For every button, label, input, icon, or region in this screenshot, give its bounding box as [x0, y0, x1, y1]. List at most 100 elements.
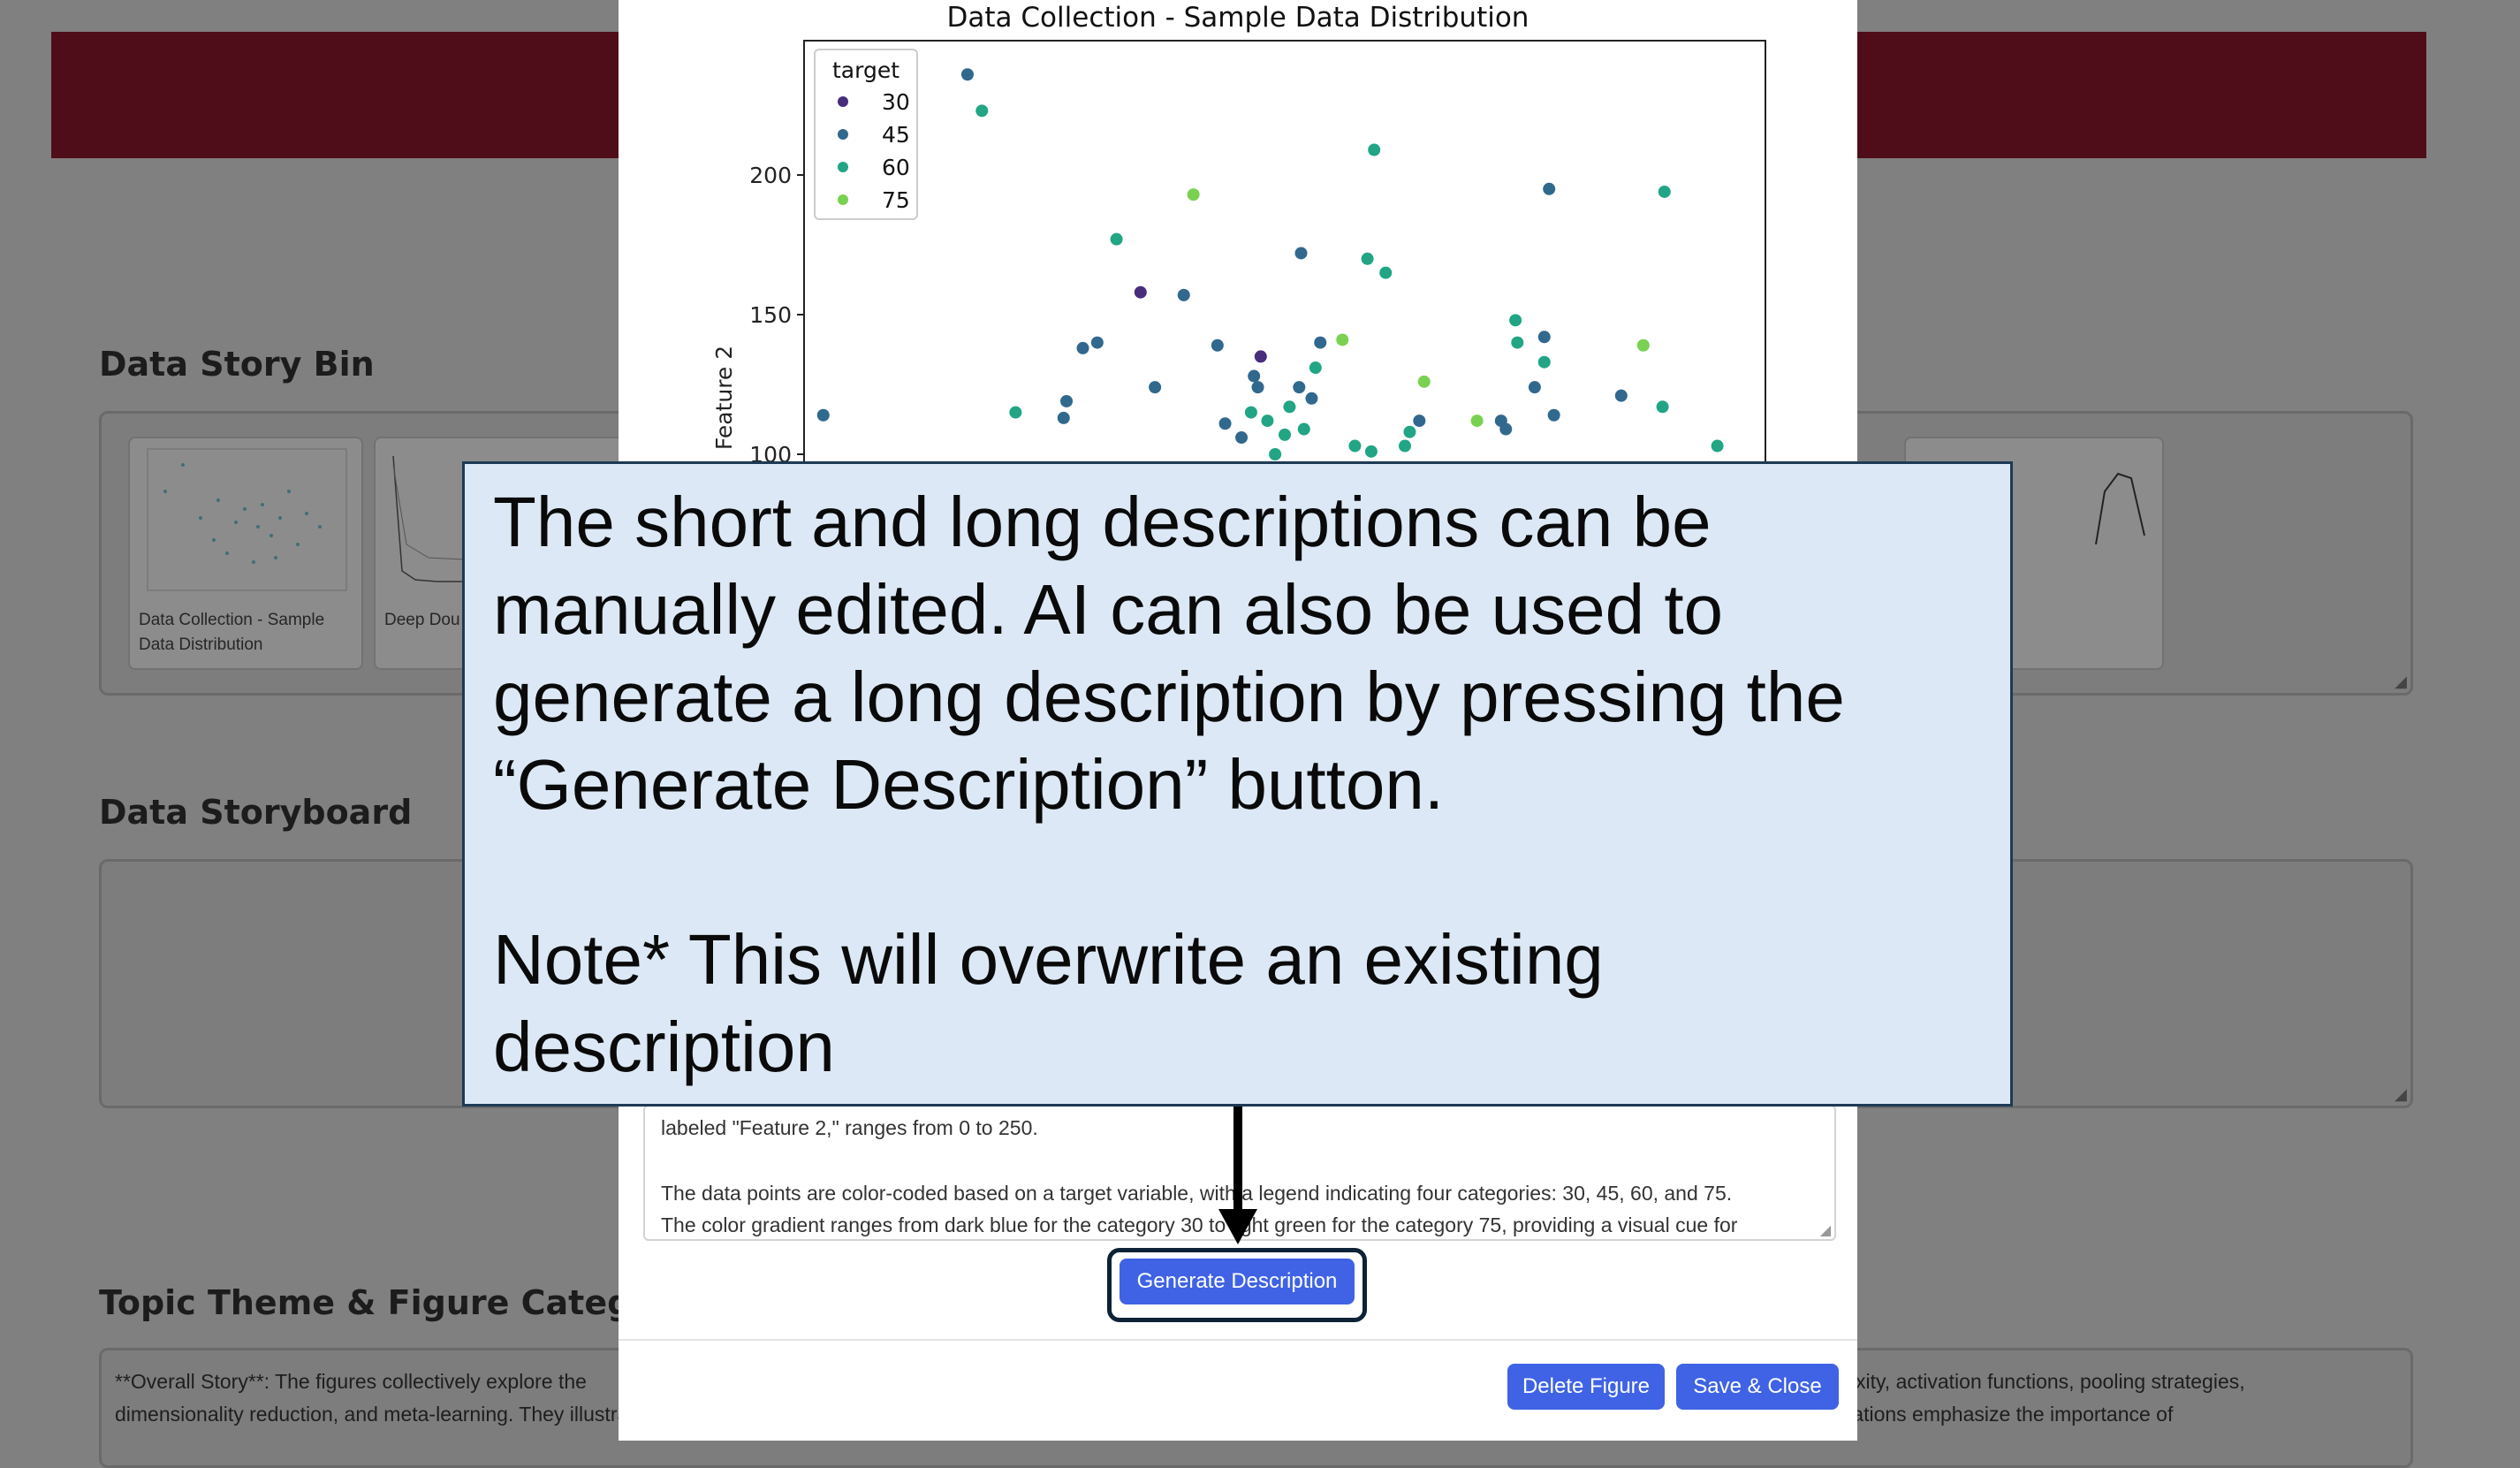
- data-point: [1658, 185, 1671, 198]
- callout-line: The short and long descriptions can be: [493, 483, 1712, 561]
- legend-label: 60: [882, 155, 910, 180]
- overall-story-text: **Overall Story**: The figures collectiv…: [115, 1370, 587, 1393]
- data-point: [1251, 381, 1264, 394]
- data-point: [1403, 425, 1416, 438]
- data-point: [1711, 439, 1724, 453]
- data-point: [1269, 448, 1282, 460]
- data-point: [1279, 428, 1291, 441]
- data-point: [1297, 422, 1310, 436]
- data-point: [1134, 285, 1147, 299]
- data-point: [1057, 411, 1070, 424]
- callout-line: generate a long description by pressing …: [493, 658, 1845, 736]
- legend-marker: [838, 96, 848, 107]
- generate-description-button[interactable]: Generate Description: [1120, 1259, 1355, 1304]
- data-point: [1614, 389, 1628, 402]
- legend-box: [814, 49, 918, 220]
- save-close-button[interactable]: Save & Close: [1676, 1364, 1839, 1410]
- data-point: [1413, 415, 1426, 428]
- data-point: [1364, 445, 1378, 458]
- data-point: [1656, 400, 1669, 414]
- y-tick-label: 150: [749, 302, 792, 328]
- line-plot-thumbnail-image: [2095, 472, 2145, 545]
- data-point: [1211, 338, 1224, 352]
- data-point: [1254, 350, 1267, 363]
- scatter-thumbnail-image: [147, 448, 347, 591]
- data-point: [1499, 422, 1513, 436]
- resize-handle-icon[interactable]: ◢: [2395, 1085, 2407, 1103]
- data-point: [1293, 381, 1306, 394]
- data-point: [816, 408, 830, 422]
- legend-label: 75: [882, 187, 910, 213]
- modal-footer-divider: [619, 1339, 1857, 1341]
- description-line: labeled "Feature 2," ranges from 0 to 25…: [661, 1116, 1038, 1139]
- resize-handle-icon[interactable]: ◢: [1819, 1223, 1831, 1238]
- data-point: [1379, 266, 1393, 279]
- data-point: [1076, 341, 1089, 354]
- data-storyboard-title: Data Storyboard: [99, 793, 413, 832]
- callout-spacer: [493, 828, 1986, 916]
- data-point: [1244, 406, 1257, 419]
- data-point: [1336, 333, 1349, 346]
- data-point: [1361, 252, 1374, 265]
- data-point: [1248, 369, 1261, 383]
- delete-figure-button[interactable]: Delete Figure: [1507, 1364, 1665, 1410]
- data-point: [1537, 355, 1551, 369]
- data-point: [1314, 336, 1327, 349]
- thumbnail-caption: Deep Dou: [384, 611, 460, 629]
- data-point: [1309, 361, 1322, 375]
- data-point: [1543, 182, 1556, 195]
- data-point: [975, 104, 989, 118]
- data-point: [1368, 143, 1381, 156]
- data-point: [1537, 331, 1551, 344]
- description-line: The color gradient ranges from dark blue…: [661, 1213, 1738, 1236]
- legend-marker: [838, 194, 848, 205]
- data-point: [1009, 406, 1022, 419]
- data-point: [1547, 408, 1560, 422]
- callout-arrow-shaft: [1233, 1107, 1242, 1213]
- y-axis-label: Feature 2: [711, 346, 737, 450]
- data-point: [960, 68, 974, 81]
- legend-marker: [838, 162, 848, 172]
- data-point: [1511, 336, 1524, 349]
- y-tick-label: 200: [749, 163, 792, 188]
- data-point: [1305, 392, 1318, 405]
- callout-line: description: [493, 1008, 835, 1086]
- data-point: [1348, 439, 1362, 453]
- bin-figure-thumbnail[interactable]: Data Collection - Sample Data Distributi…: [128, 437, 363, 670]
- data-point: [1149, 381, 1162, 394]
- data-point: [1218, 417, 1232, 430]
- data-point: [1528, 381, 1541, 394]
- plot-frame: [803, 40, 1766, 468]
- data-point: [1110, 232, 1123, 246]
- data-point: [1090, 336, 1104, 349]
- data-point: [1177, 288, 1190, 301]
- arrow-down-icon: [1218, 1209, 1257, 1244]
- data-point: [1294, 247, 1308, 260]
- thumbnail-caption: Data Distribution: [139, 635, 263, 654]
- data-point: [1283, 400, 1296, 414]
- data-story-bin-title: Data Story Bin: [99, 345, 375, 384]
- resize-handle-icon[interactable]: ◢: [2395, 673, 2407, 690]
- legend-label: 45: [882, 122, 910, 148]
- callout-text: The short and long descriptions can be m…: [493, 478, 1986, 1091]
- data-point: [1417, 375, 1431, 388]
- data-point: [1470, 415, 1484, 428]
- callout-line: “Generate Description” button.: [493, 745, 1445, 824]
- chart-title: Data Collection - Sample Data Distributi…: [946, 2, 1529, 34]
- callout-line: Note* This will overwrite an existing: [493, 920, 1604, 999]
- data-point: [1399, 439, 1411, 453]
- callout-line: manually edited. AI can also be used to: [493, 570, 1724, 649]
- legend-marker: [838, 129, 848, 140]
- data-point: [1261, 415, 1274, 428]
- topic-theme-title: Topic Theme & Figure Categori: [99, 1283, 683, 1322]
- data-point: [1187, 188, 1200, 202]
- data-point: [1509, 314, 1522, 327]
- description-line: The data points are color-coded based on…: [661, 1182, 1733, 1205]
- data-point: [1636, 338, 1650, 352]
- legend-label: 30: [882, 89, 910, 115]
- tutorial-callout: The short and long descriptions can be m…: [462, 461, 2013, 1107]
- legend-title: target: [832, 57, 899, 83]
- overall-story-text-right: xity, activation functions, pooling stra…: [1856, 1370, 2245, 1393]
- data-point: [1235, 431, 1249, 445]
